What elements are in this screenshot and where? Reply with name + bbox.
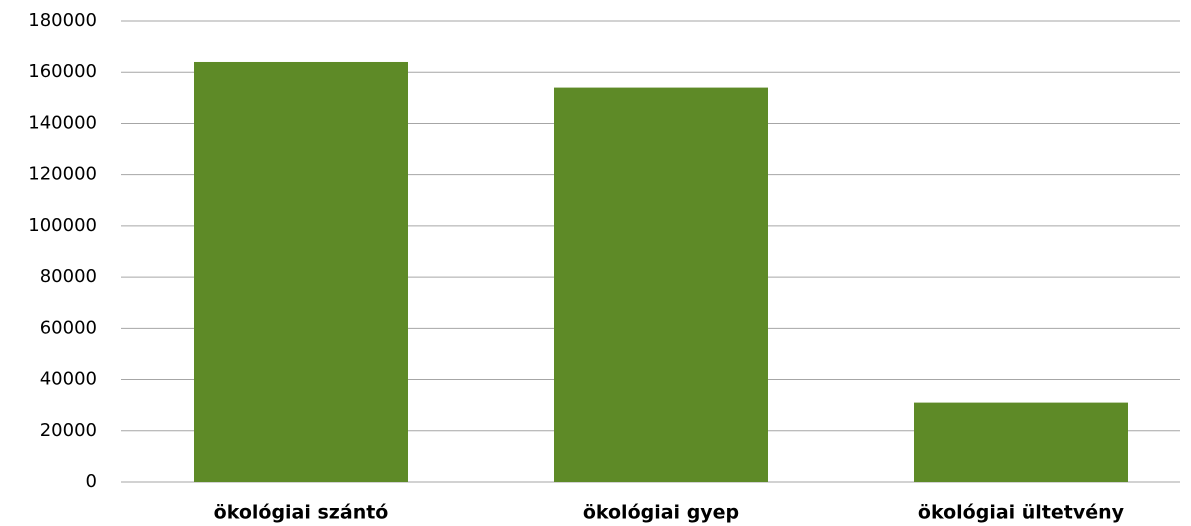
y-tick-label: 100000 — [28, 215, 97, 236]
y-tick-label: 80000 — [40, 266, 97, 287]
y-tick-label: 140000 — [28, 112, 97, 133]
y-tick-label: 0 — [86, 471, 97, 492]
bar — [914, 402, 1128, 482]
bar — [554, 87, 768, 482]
y-tick-label: 120000 — [28, 164, 97, 185]
x-tick-label: ökológiai szántó — [214, 502, 389, 524]
y-tick-label: 40000 — [40, 369, 97, 390]
y-tick-label: 20000 — [40, 420, 97, 441]
y-tick-label: 160000 — [28, 61, 97, 82]
y-tick-label: 60000 — [40, 317, 97, 338]
x-tick-label: ökológiai ültetvény — [918, 502, 1125, 524]
bar — [194, 61, 408, 482]
x-tick-label: ökológiai gyep — [583, 502, 739, 524]
y-tick-label: 180000 — [28, 10, 97, 31]
